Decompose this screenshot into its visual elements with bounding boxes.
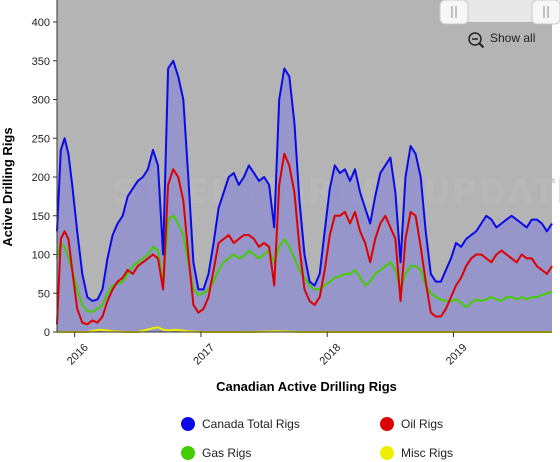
x-tick-label: 2016	[65, 342, 91, 368]
y-tick-label: 100	[32, 250, 50, 262]
y-tick-label: 50	[38, 288, 50, 300]
legend-label-gas-rigs: Gas Rigs	[202, 446, 251, 460]
legend-label-oil-rigs: Oil Rigs	[401, 417, 443, 431]
series-area-canada-total-rigs	[57, 60, 552, 332]
y-tick-label: 300	[32, 95, 50, 107]
show-all-button[interactable]: Show all	[468, 31, 535, 49]
zoom-out-icon-handle	[478, 42, 485, 49]
series-line-oil-rigs	[56, 152, 553, 326]
zoom-out-icon	[468, 32, 482, 46]
y-tick-label: 200	[32, 172, 50, 184]
x-tick-label: 2018	[318, 342, 344, 368]
y-tick-label: 350	[32, 56, 50, 68]
y-tick-label: 250	[32, 133, 50, 145]
y-tick-label: 0	[44, 327, 50, 339]
legend-marker-canada-total-rigs	[181, 417, 195, 431]
legend: Canada Total Rigs Oil Rigs Gas Rigs Misc Ri…	[181, 417, 453, 460]
x-tick-label: 2019	[444, 342, 470, 368]
x-axis-title: Canadian Active Drilling Rigs	[216, 379, 397, 394]
legend-marker-oil-rigs	[380, 417, 394, 431]
navigator-track	[456, 0, 544, 22]
series-line-canada-total-rigs	[56, 59, 553, 302]
show-all-label: Show all	[490, 31, 535, 45]
legend-marker-misc-rigs	[380, 446, 394, 460]
series-layer	[56, 59, 553, 333]
y-tick-label: 150	[32, 211, 50, 223]
navigator-handle-left[interactable]	[439, 0, 469, 25]
x-tick-label: 2017	[191, 342, 217, 368]
legend-marker-gas-rigs	[181, 446, 195, 460]
legend-label-misc-rigs: Misc Rigs	[401, 446, 453, 460]
navigator-handle-right[interactable]	[531, 0, 560, 25]
y-tick-label: 400	[32, 17, 50, 29]
legend-label-canada-total-rigs: Canada Total Rigs	[202, 417, 300, 431]
navigator-bar[interactable]	[439, 0, 560, 25]
y-axis-title: Active Drilling Rigs	[0, 127, 15, 246]
